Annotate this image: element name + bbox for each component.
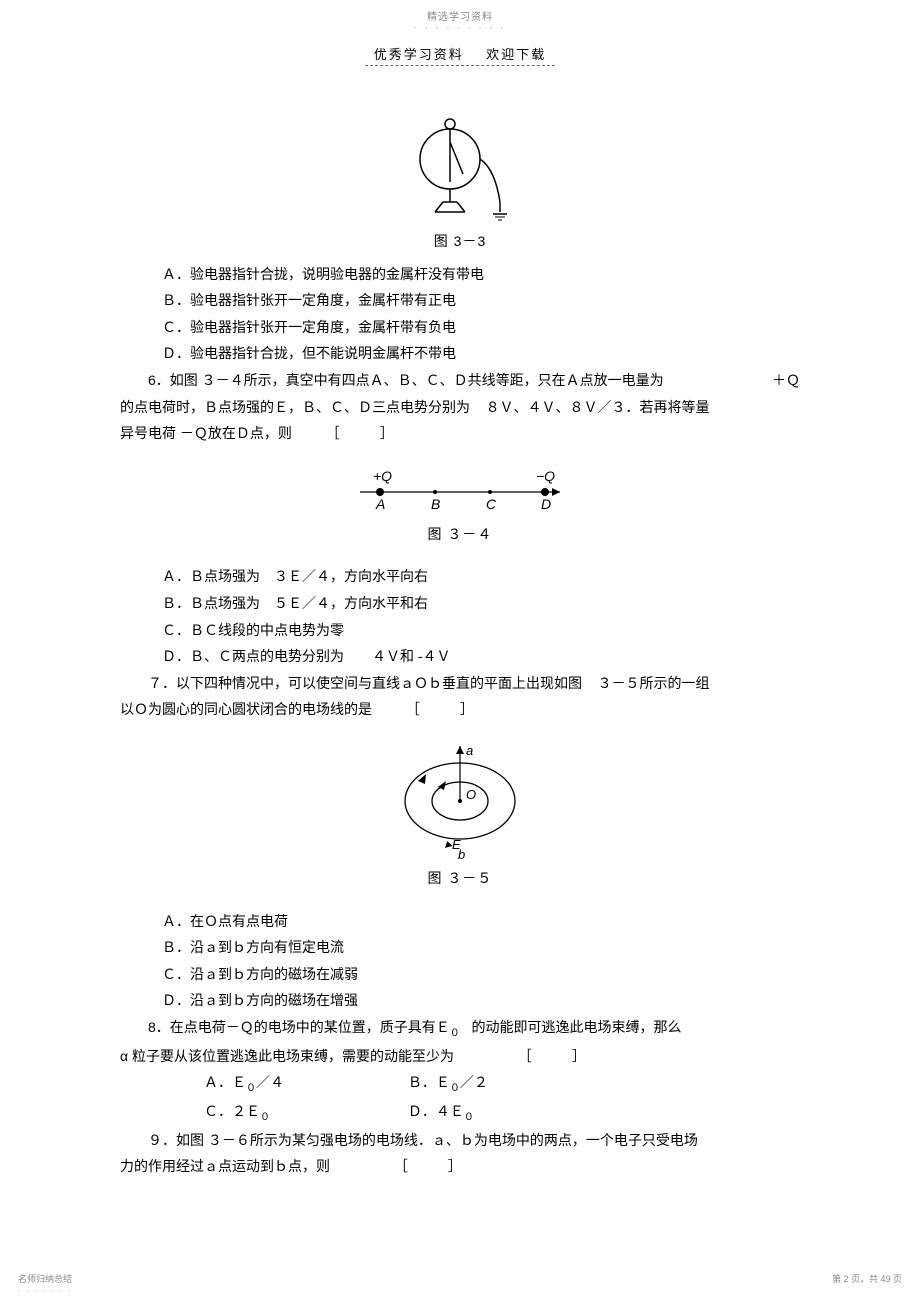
q7-opt-d: Ｄ．沿ａ到ｂ方向的磁场在增强 (120, 987, 800, 1014)
q6-bracket: ［ ］ (326, 425, 398, 441)
electroscope-icon (405, 114, 515, 224)
q-pre-opt-d: Ｄ．验电器指针合拢，但不能说明金属杆不带电 (120, 340, 800, 367)
footer-right: 第 2 页，共 49 页 (832, 1272, 902, 1285)
concentric-field-diagram: a O E b (390, 741, 530, 861)
q6-line1b: ＋Ｑ (772, 367, 800, 394)
q6-opt-d: Ｄ．Ｂ、Ｃ两点的电势分别为 ４Ｖ和 -４Ｖ (120, 643, 800, 670)
q7-line1a: ７．以下四种情况中，可以使空间与直线ａＯｂ垂直的平面上出现如图 (120, 670, 582, 697)
q8-opt-a: Ａ．Ｅ０／４ (162, 1069, 362, 1098)
q7-line2: 以Ｏ为圆心的同心圆状闭合的电场线的是 ［ ］ (120, 696, 800, 723)
header-dots: - - - - - - - - - (0, 23, 920, 32)
q9-line1: ９．如图 ３－６所示为某匀强电场的电场线．ａ、ｂ为电场中的两点，一个电子只受电场 (120, 1127, 800, 1154)
q8-opt-c-sub: ０ (260, 1112, 270, 1123)
q6-line1: 6．如图 ３－４所示，真空中有四点Ａ、Ｂ、Ｃ、Ｄ共线等距，只在Ａ点放一电量为 ＋… (120, 367, 800, 394)
q8-line1a: 8．在点电荷－Ｑ的电场中的某位置，质子具有Ｅ (120, 1014, 450, 1041)
q6-line2b: ８Ｖ、４Ｖ、８Ｖ／３．若再将等量 (486, 399, 710, 415)
q8-bracket: ［ ］ (518, 1048, 590, 1064)
fig-3-3-caption: 图 3－3 (120, 228, 800, 255)
label-d: D (541, 496, 551, 512)
q8-opt-c-txt: Ｃ．２Ｅ (204, 1103, 260, 1119)
q8-opts-row1: Ａ．Ｅ０／４ Ｂ．Ｅ０／２ (120, 1069, 800, 1098)
q6-line3: 异号电荷 －Ｑ放在Ｄ点，则 ［ ］ (120, 420, 800, 447)
header-left: 优秀学习资料 (374, 47, 464, 62)
q9-bracket: ［ ］ (394, 1158, 466, 1174)
q8-opt-d-txt: Ｄ．４Ｅ (408, 1103, 464, 1119)
q8-opt-d: Ｄ．４Ｅ０ (366, 1098, 566, 1127)
charge-line-diagram: +Q −Q A B C D (350, 467, 570, 517)
q6-opt-c: Ｃ．ＢＣ线段的中点电势为零 (120, 617, 800, 644)
q6-line2a: 的点电荷时，Ｂ点场强的Ｅ，Ｂ、Ｃ、Ｄ三点电势分别为 (120, 399, 470, 415)
label-minusq: −Q (536, 468, 555, 484)
q8-opt-b: Ｂ．Ｅ０／２ (366, 1069, 566, 1098)
q8-opt-a-txt: Ａ．Ｅ (204, 1074, 246, 1090)
q8-line2a: α 粒子要从该位置逃逸此电场束缚，需要的动能至少为 (120, 1048, 454, 1064)
q-pre-opt-b: Ｂ．验电器指针张开一定角度，金属杆带有正电 (120, 287, 800, 314)
q8-opt-b-txt: Ｂ．Ｅ (408, 1074, 450, 1090)
q8-opt-c: Ｃ．２Ｅ０ (162, 1098, 362, 1127)
q6-opt-b: Ｂ．Ｂ点场强为 ５Ｅ／４，方向水平和右 (120, 590, 800, 617)
q7-opt-c: Ｃ．沿ａ到ｂ方向的磁场在减弱 (120, 961, 800, 988)
label-a-small: a (466, 743, 473, 758)
q-pre-opt-c: Ｃ．验电器指针张开一定角度，金属杆带有负电 (120, 314, 800, 341)
header-main: 优秀学习资料 欢迎下载 (0, 32, 920, 63)
q7-bracket: ［ ］ (406, 701, 478, 717)
header-right: 欢迎下载 (486, 47, 546, 62)
q6-opt-a: Ａ．Ｂ点场强为 ３Ｅ／４，方向水平向右 (120, 563, 800, 590)
q6-line3a: 异号电荷 －Ｑ放在Ｄ点，则 (120, 425, 292, 441)
q8-opt-a2: ／４ (256, 1074, 284, 1090)
q9-line2a: 力的作用经过ａ点运动到ｂ点，则 (120, 1158, 330, 1174)
footer-dots-left: - - - - - - - (18, 1288, 72, 1295)
q8-opt-d-sub: ０ (464, 1112, 474, 1123)
q7-opt-a: Ａ．在Ｏ点有点电荷 (120, 908, 800, 935)
q8-sub1: ０ (450, 1028, 460, 1039)
q8-opts-row2: Ｃ．２Ｅ０ Ｄ．４Ｅ０ (120, 1098, 800, 1127)
label-plusq: +Q (373, 468, 392, 484)
label-a: A (375, 496, 385, 512)
q-pre-opt-a: Ａ．验电器指针合拢，说明验电器的金属杆没有带电 (120, 261, 800, 288)
q8-opt-a-sub: ０ (246, 1083, 256, 1094)
q8-opt-b-sub: ０ (450, 1083, 460, 1094)
fig-3-5-caption: 图 ３－５ (120, 865, 800, 892)
q8-line1b: 的动能即可逃逸此电场束缚，那么 (471, 1019, 681, 1035)
label-c: C (486, 496, 497, 512)
label-b: B (431, 496, 440, 512)
q8-line1: 8．在点电荷－Ｑ的电场中的某位置，质子具有Ｅ０ 的动能即可逃逸此电场束缚，那么 (120, 1014, 800, 1043)
label-o: O (466, 787, 476, 802)
figure-3-5: a O E b 图 ３－５ (120, 741, 800, 892)
fig-3-4-caption: 图 ３－４ (120, 521, 800, 548)
q6-line1a: 6．如图 ３－４所示，真空中有四点Ａ、Ｂ、Ｃ、Ｄ共线等距，只在Ａ点放一电量为 (120, 367, 664, 394)
label-b-small: b (458, 847, 465, 861)
q8-opt-b2: ／２ (460, 1074, 488, 1090)
q7-line1: ７．以下四种情况中，可以使空间与直线ａＯｂ垂直的平面上出现如图 ３－５所示的一组 (120, 670, 800, 697)
figure-3-4: +Q −Q A B C D 图 ３－４ (120, 467, 800, 548)
q7-line1b: ３－５所示的一组 (598, 675, 710, 691)
q7-opt-b: Ｂ．沿ａ到ｂ方向有恒定电流 (120, 934, 800, 961)
footer-left: 名师归纳总结 (18, 1272, 72, 1285)
content: 图 3－3 Ａ．验电器指针合拢，说明验电器的金属杆没有带电 Ｂ．验电器指针张开一… (0, 66, 920, 1180)
q6-line2: 的点电荷时，Ｂ点场强的Ｅ，Ｂ、Ｃ、Ｄ三点电势分别为 ８Ｖ、４Ｖ、８Ｖ／３．若再将… (120, 394, 800, 421)
q7-line2a: 以Ｏ为圆心的同心圆状闭合的电场线的是 (120, 701, 372, 717)
figure-3-3: 图 3－3 (120, 114, 800, 255)
q9-line2: 力的作用经过ａ点运动到ｂ点，则 ［ ］ (120, 1153, 800, 1180)
header-small: 精选学习资料 (0, 0, 920, 23)
q8-line2: α 粒子要从该位置逃逸此电场束缚，需要的动能至少为 ［ ］ (120, 1043, 800, 1070)
